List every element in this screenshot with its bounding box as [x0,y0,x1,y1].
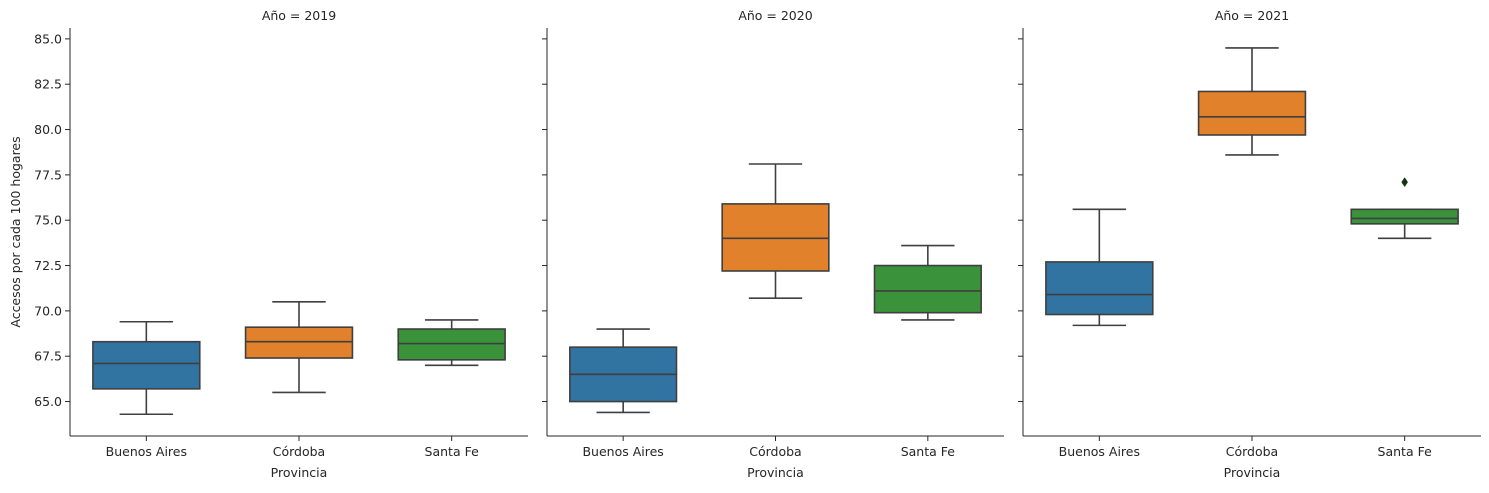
box-córdoba [721,203,830,272]
box-buenos-aires [92,340,201,390]
x-tick-label: Córdoba [1226,444,1278,459]
box-córdoba [1197,90,1307,136]
x-axis-label-1: Provincia [747,465,804,480]
y-tick-label: 82.5 [34,77,62,92]
x-axis-label-0: Provincia [271,465,328,480]
facet-title-1: Año = 2020 [738,8,812,23]
y-tick-label: 67.5 [34,349,62,364]
x-tick-label: Buenos Aires [582,444,663,459]
x-tick-label: Buenos Aires [1059,444,1140,459]
y-tick-label: 75.0 [34,213,62,228]
x-tick-label: Córdoba [749,444,801,459]
x-tick-label: Santa Fe [425,444,480,459]
x-axis-label-2: Provincia [1224,465,1281,480]
facet-title-2: Año = 2021 [1215,8,1289,23]
x-tick-label: Santa Fe [901,444,956,459]
outlier-point [1401,177,1408,188]
y-tick-label: 70.0 [34,303,62,318]
box-santa-fe [397,328,506,361]
y-tick-label: 77.5 [34,167,62,182]
y-tick-label: 80.0 [34,122,62,137]
x-tick-label: Santa Fe [1378,444,1433,459]
box-córdoba [244,326,354,359]
y-tick-label: 65.0 [34,394,62,409]
y-tick-label: 85.0 [34,31,62,46]
facet-title-0: Año = 2019 [262,8,336,23]
box-santa-fe [1350,208,1459,225]
y-tick-label: 72.5 [34,258,62,273]
x-tick-label: Córdoba [273,444,325,459]
box-santa-fe [873,264,982,314]
x-tick-label: Buenos Aires [106,444,187,459]
y-axis-label: Accesos por cada 100 hogares [8,136,23,327]
box-buenos-aires [1045,261,1154,316]
